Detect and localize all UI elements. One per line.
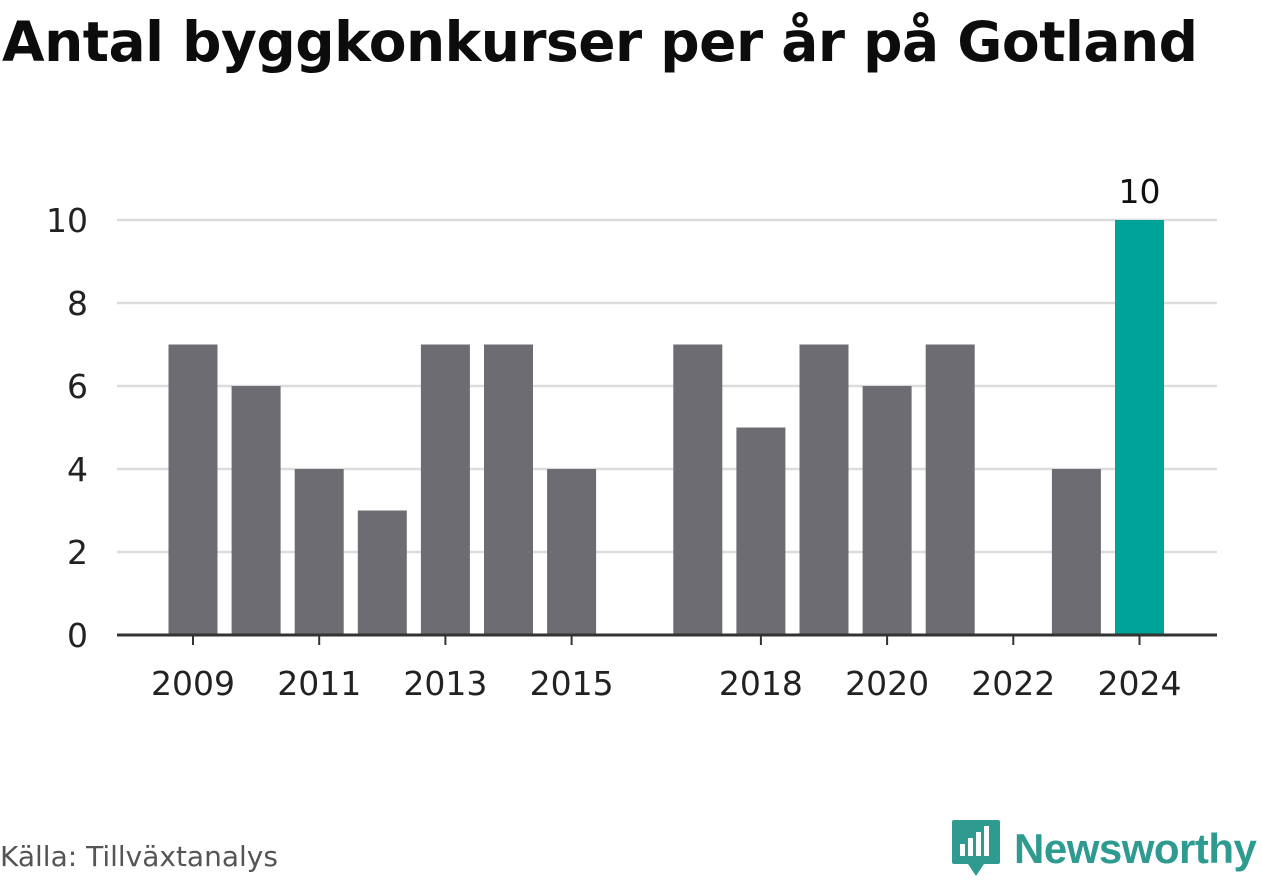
bar-2010 (231, 386, 281, 635)
y-tick-label: 6 (67, 367, 88, 406)
bar-2009 (168, 344, 218, 635)
x-tick-label: 2013 (403, 664, 487, 703)
x-tick-label: 2024 (1098, 664, 1182, 703)
bar-2011 (294, 469, 344, 635)
x-tick-label: 2015 (530, 664, 614, 703)
y-tick-label: 2 (67, 533, 88, 572)
bar-2014 (484, 344, 533, 635)
bar-2012 (357, 510, 407, 635)
brand-logo[interactable]: Newsworthy (950, 818, 1257, 880)
bars (168, 220, 1164, 635)
x-tick-label: 2009 (151, 664, 235, 703)
bar-2015 (547, 469, 597, 635)
y-tick-label: 0 (67, 616, 88, 655)
bar-chart-speech-bubble-icon (952, 820, 1000, 876)
bar-2018 (736, 427, 786, 635)
y-tick-label: 10 (46, 201, 88, 240)
brand-name: Newsworthy (1014, 825, 1257, 872)
x-tick-label: 2020 (845, 664, 929, 703)
bar-2023 (1051, 469, 1101, 635)
bar-2019 (799, 344, 849, 635)
labels: 0 2 4 6 8 10 2009 2011 2013 2015 2018 2020 2022 2024 1… (46, 172, 1181, 703)
bar-2017 (673, 344, 723, 635)
y-tick-label: 4 (67, 450, 88, 489)
bar-2020 (862, 386, 912, 635)
bar-chart: 0 2 4 6 8 10 2009 2011 2013 2015 2018 2020 2022 2024 1… (46, 172, 1217, 703)
bar-2013 (420, 344, 470, 635)
data-label: 10 (1119, 172, 1161, 211)
chart-title: Antal byggkonkurser per år på Gotland (2, 10, 1198, 74)
x-tick-label: 2011 (277, 664, 361, 703)
y-tick-label: 8 (67, 284, 88, 323)
source-note: Källa: Tillväxtanalys (0, 840, 278, 873)
bar-2021 (925, 344, 975, 635)
bar-2024 (1115, 220, 1164, 635)
x-tick-label: 2022 (971, 664, 1055, 703)
axes (117, 633, 1217, 645)
x-tick-label: 2018 (719, 664, 803, 703)
